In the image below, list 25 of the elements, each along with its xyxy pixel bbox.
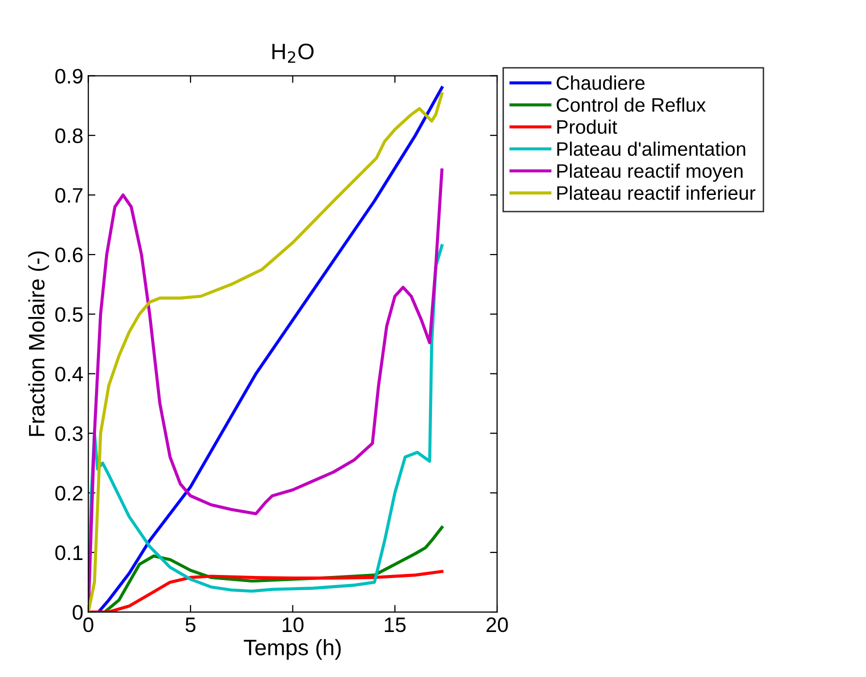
legend-label: Plateau reactif inferieur bbox=[557, 186, 756, 200]
legend-label: Chaudiere bbox=[556, 76, 645, 90]
line-series bbox=[88, 570, 444, 612]
chart-title: H$_{2}$O bbox=[272, 44, 314, 63]
legend-label: Produit bbox=[557, 120, 618, 134]
y-tick-label: 0.2 bbox=[55, 486, 82, 501]
x-tick-label: 20 bbox=[486, 617, 508, 632]
x-axis-title: Temps (h) bbox=[244, 639, 341, 660]
legend-label: Plateau reactif moyen bbox=[557, 164, 743, 182]
x-tick-label: 5 bbox=[186, 618, 196, 632]
x-tick-label: 10 bbox=[282, 617, 304, 632]
legend-label: Plateau d'alimentation bbox=[557, 142, 746, 156]
y-tick-label: 0.3 bbox=[55, 426, 83, 442]
y-tick-label: 0.1 bbox=[55, 545, 82, 560]
y-tick-label: 0.4 bbox=[55, 366, 83, 382]
y-tick-label: 0.7 bbox=[55, 188, 82, 203]
y-tick-label: 0.6 bbox=[55, 248, 83, 262]
x-tick-label: 0 bbox=[83, 617, 94, 632]
y-tick-label: 0.9 bbox=[55, 68, 82, 84]
legend-label: Control de Reflux bbox=[556, 98, 706, 112]
y-axis-title: Fraction Molaire (-) bbox=[28, 251, 49, 436]
y-tick-label: 0 bbox=[72, 605, 83, 620]
y-tick-label: 0.5 bbox=[55, 307, 83, 322]
y-tick-label: 0.8 bbox=[55, 128, 83, 144]
x-tick-label: 15 bbox=[384, 618, 406, 632]
